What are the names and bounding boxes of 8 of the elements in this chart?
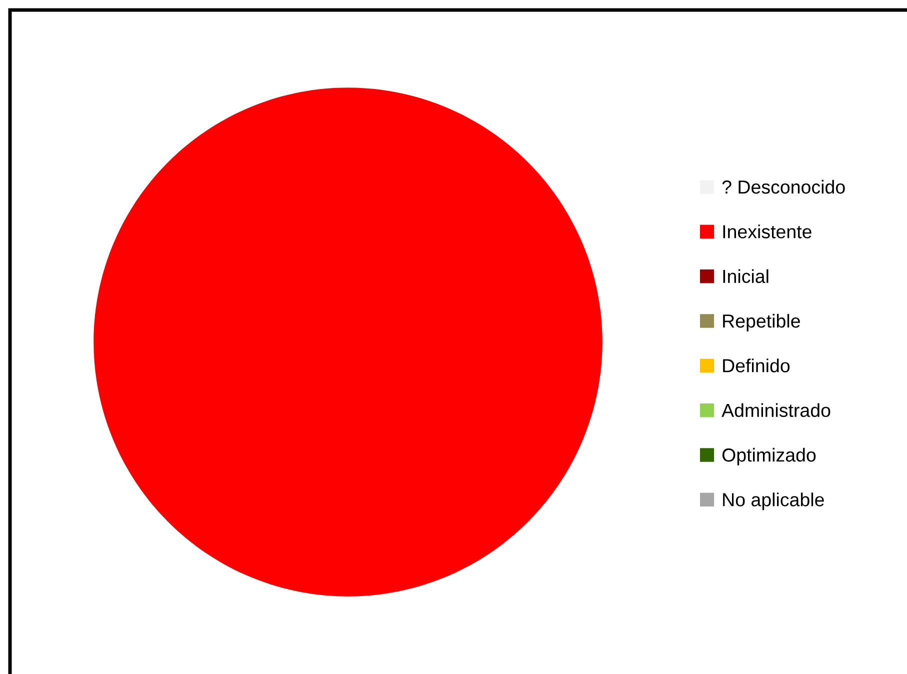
legend-label: ? Desconocido (722, 180, 845, 194)
legend-label: No aplicable (723, 492, 824, 510)
legend-label: Administrado (722, 403, 830, 418)
legend-label: Definido (723, 358, 790, 372)
legend-label: Inexistente (723, 224, 812, 238)
legend-label: Optimizado (722, 448, 816, 466)
legend-label: Repetible (723, 314, 800, 332)
legend-label: Inicial (723, 269, 768, 284)
